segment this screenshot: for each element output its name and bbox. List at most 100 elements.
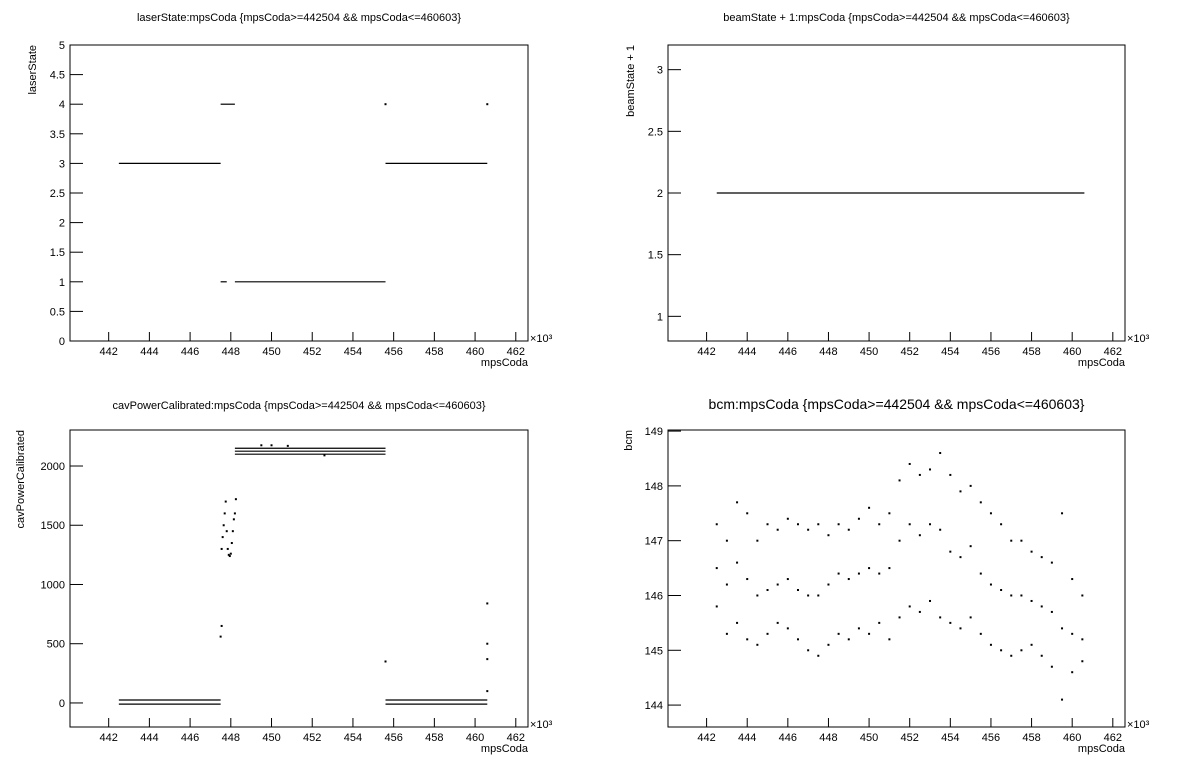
y-tick-label: 2.5 [648, 126, 663, 138]
point [1020, 594, 1023, 597]
point [949, 621, 952, 624]
point [1040, 605, 1043, 608]
x-axis-label: mpsCoda [481, 357, 529, 369]
chart-title: cavPowerCalibrated:mpsCoda {mpsCoda>=442… [112, 400, 485, 412]
x-tick-label: 456 [384, 732, 402, 744]
point [222, 524, 225, 527]
point [223, 512, 226, 515]
point [837, 523, 840, 526]
point [1010, 539, 1013, 542]
point [959, 556, 962, 559]
point [868, 632, 871, 635]
point [766, 589, 769, 592]
y-tick-label: 1500 [41, 520, 65, 532]
x-axis-label: mpsCoda [1078, 743, 1126, 755]
point [939, 616, 942, 619]
point [939, 528, 942, 531]
point [888, 638, 891, 641]
x-tick-label: 462 [507, 732, 525, 744]
y-axis-label: laserState [27, 45, 39, 95]
point [1071, 632, 1074, 635]
point [1071, 671, 1074, 674]
point [725, 632, 728, 635]
point [229, 552, 232, 555]
y-tick-label: 3 [657, 65, 663, 77]
point [847, 578, 850, 581]
point [878, 523, 881, 526]
point [898, 616, 901, 619]
point [226, 547, 229, 550]
point [233, 512, 236, 515]
point [232, 518, 235, 521]
point [878, 572, 881, 575]
point [234, 498, 237, 501]
point [989, 643, 992, 646]
point [888, 512, 891, 515]
plot-frame [69, 429, 529, 728]
point [725, 539, 728, 542]
point [929, 599, 932, 602]
y-tick-label: 0.5 [50, 306, 65, 318]
x-tick-label: 446 [779, 732, 797, 744]
y-tick-label: 144 [645, 700, 663, 712]
y-axis-label: cavPowerCalibrated [15, 430, 27, 528]
x-axis-label: mpsCoda [1078, 357, 1126, 369]
x-tick-label: 444 [738, 732, 756, 744]
y-tick-label: 5 [59, 40, 65, 52]
point [776, 621, 779, 624]
point [807, 528, 810, 531]
point [796, 638, 799, 641]
y-tick-label: 2 [59, 218, 65, 230]
point [1000, 589, 1003, 592]
y-tick-label: 2000 [41, 461, 65, 473]
point [989, 512, 992, 515]
x-exponent: ×10³ [530, 333, 553, 345]
point [228, 555, 231, 558]
point [736, 561, 739, 564]
point [786, 517, 789, 520]
y-tick-label: 2 [657, 188, 663, 200]
point [756, 643, 759, 646]
x-tick-label: 454 [344, 732, 362, 744]
point [715, 523, 718, 526]
x-exponent: ×10³ [530, 719, 553, 731]
point [918, 473, 921, 476]
x-tick-label: 460 [466, 346, 484, 358]
point [230, 542, 233, 545]
x-tick-label: 450 [262, 732, 280, 744]
x-tick-label: 444 [140, 732, 158, 744]
point [847, 528, 850, 531]
x-tick-label: 456 [982, 732, 1000, 744]
point [486, 602, 489, 605]
x-tick-label: 458 [1022, 732, 1040, 744]
y-tick-label: 1.5 [648, 250, 663, 262]
point [486, 690, 489, 693]
point [817, 594, 820, 597]
point [878, 621, 881, 624]
y-tick-label: 4.5 [50, 70, 65, 82]
point [868, 567, 871, 570]
x-tick-label: 442 [99, 346, 117, 358]
x-tick-label: 442 [697, 732, 715, 744]
y-tick-label: 1.5 [50, 247, 65, 259]
x-tick-label: 452 [901, 346, 919, 358]
y-tick-label: 146 [645, 590, 663, 602]
point [1030, 643, 1033, 646]
point [857, 572, 860, 575]
y-tick-label: 1 [657, 311, 663, 323]
point [766, 523, 769, 526]
chart-title: laserState:mpsCoda {mpsCoda>=442504 && m… [137, 12, 461, 24]
point [224, 500, 227, 503]
x-tick-label: 442 [697, 346, 715, 358]
point [286, 444, 289, 447]
point [807, 594, 810, 597]
point [908, 523, 911, 526]
y-tick-label: 0 [59, 698, 65, 710]
x-tick-label: 452 [303, 346, 321, 358]
point [1081, 660, 1084, 663]
point [888, 567, 891, 570]
point [949, 550, 952, 553]
point [868, 506, 871, 509]
x-tick-label: 454 [941, 346, 959, 358]
y-tick-label: 500 [47, 639, 65, 651]
